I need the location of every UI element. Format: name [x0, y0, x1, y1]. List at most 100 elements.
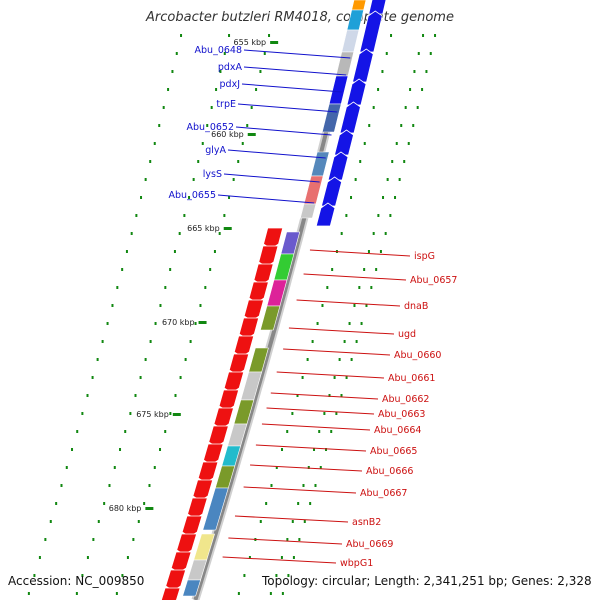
reverse-label-line — [243, 486, 357, 494]
reverse-gene-label: Abu_0664 — [374, 425, 421, 436]
cog-strip-forward — [299, 203, 317, 219]
guide-dot — [246, 124, 249, 127]
reverse-gene-label: ispG — [414, 251, 435, 262]
reverse-label-line — [296, 299, 401, 307]
guide-dot — [81, 574, 84, 577]
reverse-label-line — [234, 515, 349, 523]
guide-dot — [75, 592, 78, 595]
guide-dot — [345, 376, 348, 379]
guide-dot — [81, 412, 84, 415]
guide-dot — [135, 214, 138, 217]
tick-label: 680 kbp — [109, 504, 142, 513]
guide-dot — [180, 34, 183, 37]
guide-dot — [333, 376, 336, 379]
guide-dot — [213, 250, 216, 253]
reverse-gene-label: Abu_0662 — [382, 394, 429, 405]
guide-dot — [425, 70, 428, 73]
guide-dot — [365, 304, 368, 307]
guide-dot — [421, 88, 424, 91]
guide-dot — [111, 304, 114, 307]
guide-dot — [296, 394, 299, 397]
guide-dot — [121, 268, 124, 271]
guide-dot — [49, 520, 52, 523]
guide-dot — [394, 196, 397, 199]
guide-dot — [101, 340, 104, 343]
guide-dot — [183, 214, 186, 217]
reverse-label-line — [266, 407, 375, 415]
guide-dot — [158, 124, 161, 127]
guide-dot — [348, 322, 351, 325]
forward-label-line — [235, 126, 332, 136]
guide-dot — [197, 160, 200, 163]
guide-dot — [302, 484, 305, 487]
guide-dot — [223, 214, 226, 217]
guide-dot — [391, 160, 394, 163]
guide-dot — [126, 556, 129, 559]
cog-strip-reverse — [182, 579, 201, 597]
guide-dot — [434, 34, 437, 37]
guide-dot — [306, 358, 309, 361]
guide-dot — [429, 52, 432, 55]
guide-dot — [237, 160, 240, 163]
forward-label-line — [223, 173, 320, 183]
forward-gene-arrow — [352, 48, 374, 83]
guide-dot — [377, 88, 380, 91]
guide-dot — [281, 592, 284, 595]
guide-dot — [398, 178, 401, 181]
cog-strip-forward — [335, 51, 355, 77]
guide-dot — [318, 430, 321, 433]
guide-dot — [129, 412, 132, 415]
forward-gene-label: lysS — [203, 169, 222, 180]
accession-text: Accession: NC_009850 — [8, 574, 145, 588]
forward-label-line — [241, 83, 343, 93]
guide-dot — [291, 412, 294, 415]
guide-dot — [381, 70, 384, 73]
guide-dot — [311, 340, 314, 343]
guide-dot — [86, 556, 89, 559]
guide-dot — [179, 376, 182, 379]
guide-dot — [291, 520, 294, 523]
guide-dot — [139, 376, 142, 379]
guide-dot — [175, 52, 178, 55]
guide-dot — [171, 70, 174, 73]
forward-gene-label: Abu_0655 — [169, 190, 216, 201]
reverse-gene-label: dnaB — [404, 301, 428, 312]
guide-dot — [363, 268, 366, 271]
guide-dot — [243, 574, 246, 577]
guide-dot — [404, 106, 407, 109]
guide-dot — [358, 286, 361, 289]
guide-dot — [255, 88, 258, 91]
guide-dot — [323, 412, 326, 415]
forward-gene-arrow — [320, 176, 343, 207]
guide-dot — [280, 556, 283, 559]
guide-dot — [159, 448, 162, 451]
guide-dot — [372, 232, 375, 235]
guide-dot — [372, 106, 375, 109]
tick-mark — [198, 321, 207, 324]
guide-dot — [209, 268, 212, 271]
guide-dot — [55, 502, 58, 505]
guide-dot — [345, 214, 348, 217]
cog-strip-forward — [341, 29, 360, 53]
guide-dot — [319, 466, 322, 469]
guide-dot — [169, 412, 172, 415]
guide-dot — [403, 160, 406, 163]
guide-dot — [379, 250, 382, 253]
forward-gene-label: Abu_0652 — [187, 122, 234, 133]
cog-strip-forward — [351, 0, 367, 11]
reverse-label-line — [222, 556, 337, 564]
reverse-gene-label: wbpG1 — [340, 558, 373, 569]
guide-dot — [134, 394, 137, 397]
forward-label-line — [217, 194, 315, 204]
guide-dot — [416, 106, 419, 109]
guide-dot — [330, 430, 333, 433]
guide-dot — [385, 52, 388, 55]
guide-dot — [76, 430, 79, 433]
guide-dot — [96, 358, 99, 361]
forward-gene-arrow — [346, 78, 367, 106]
guide-dot — [143, 502, 146, 505]
cog-strip-reverse — [259, 305, 281, 331]
guide-dot — [270, 484, 273, 487]
guide-dot — [223, 52, 226, 55]
cog-strip-forward — [321, 103, 342, 133]
